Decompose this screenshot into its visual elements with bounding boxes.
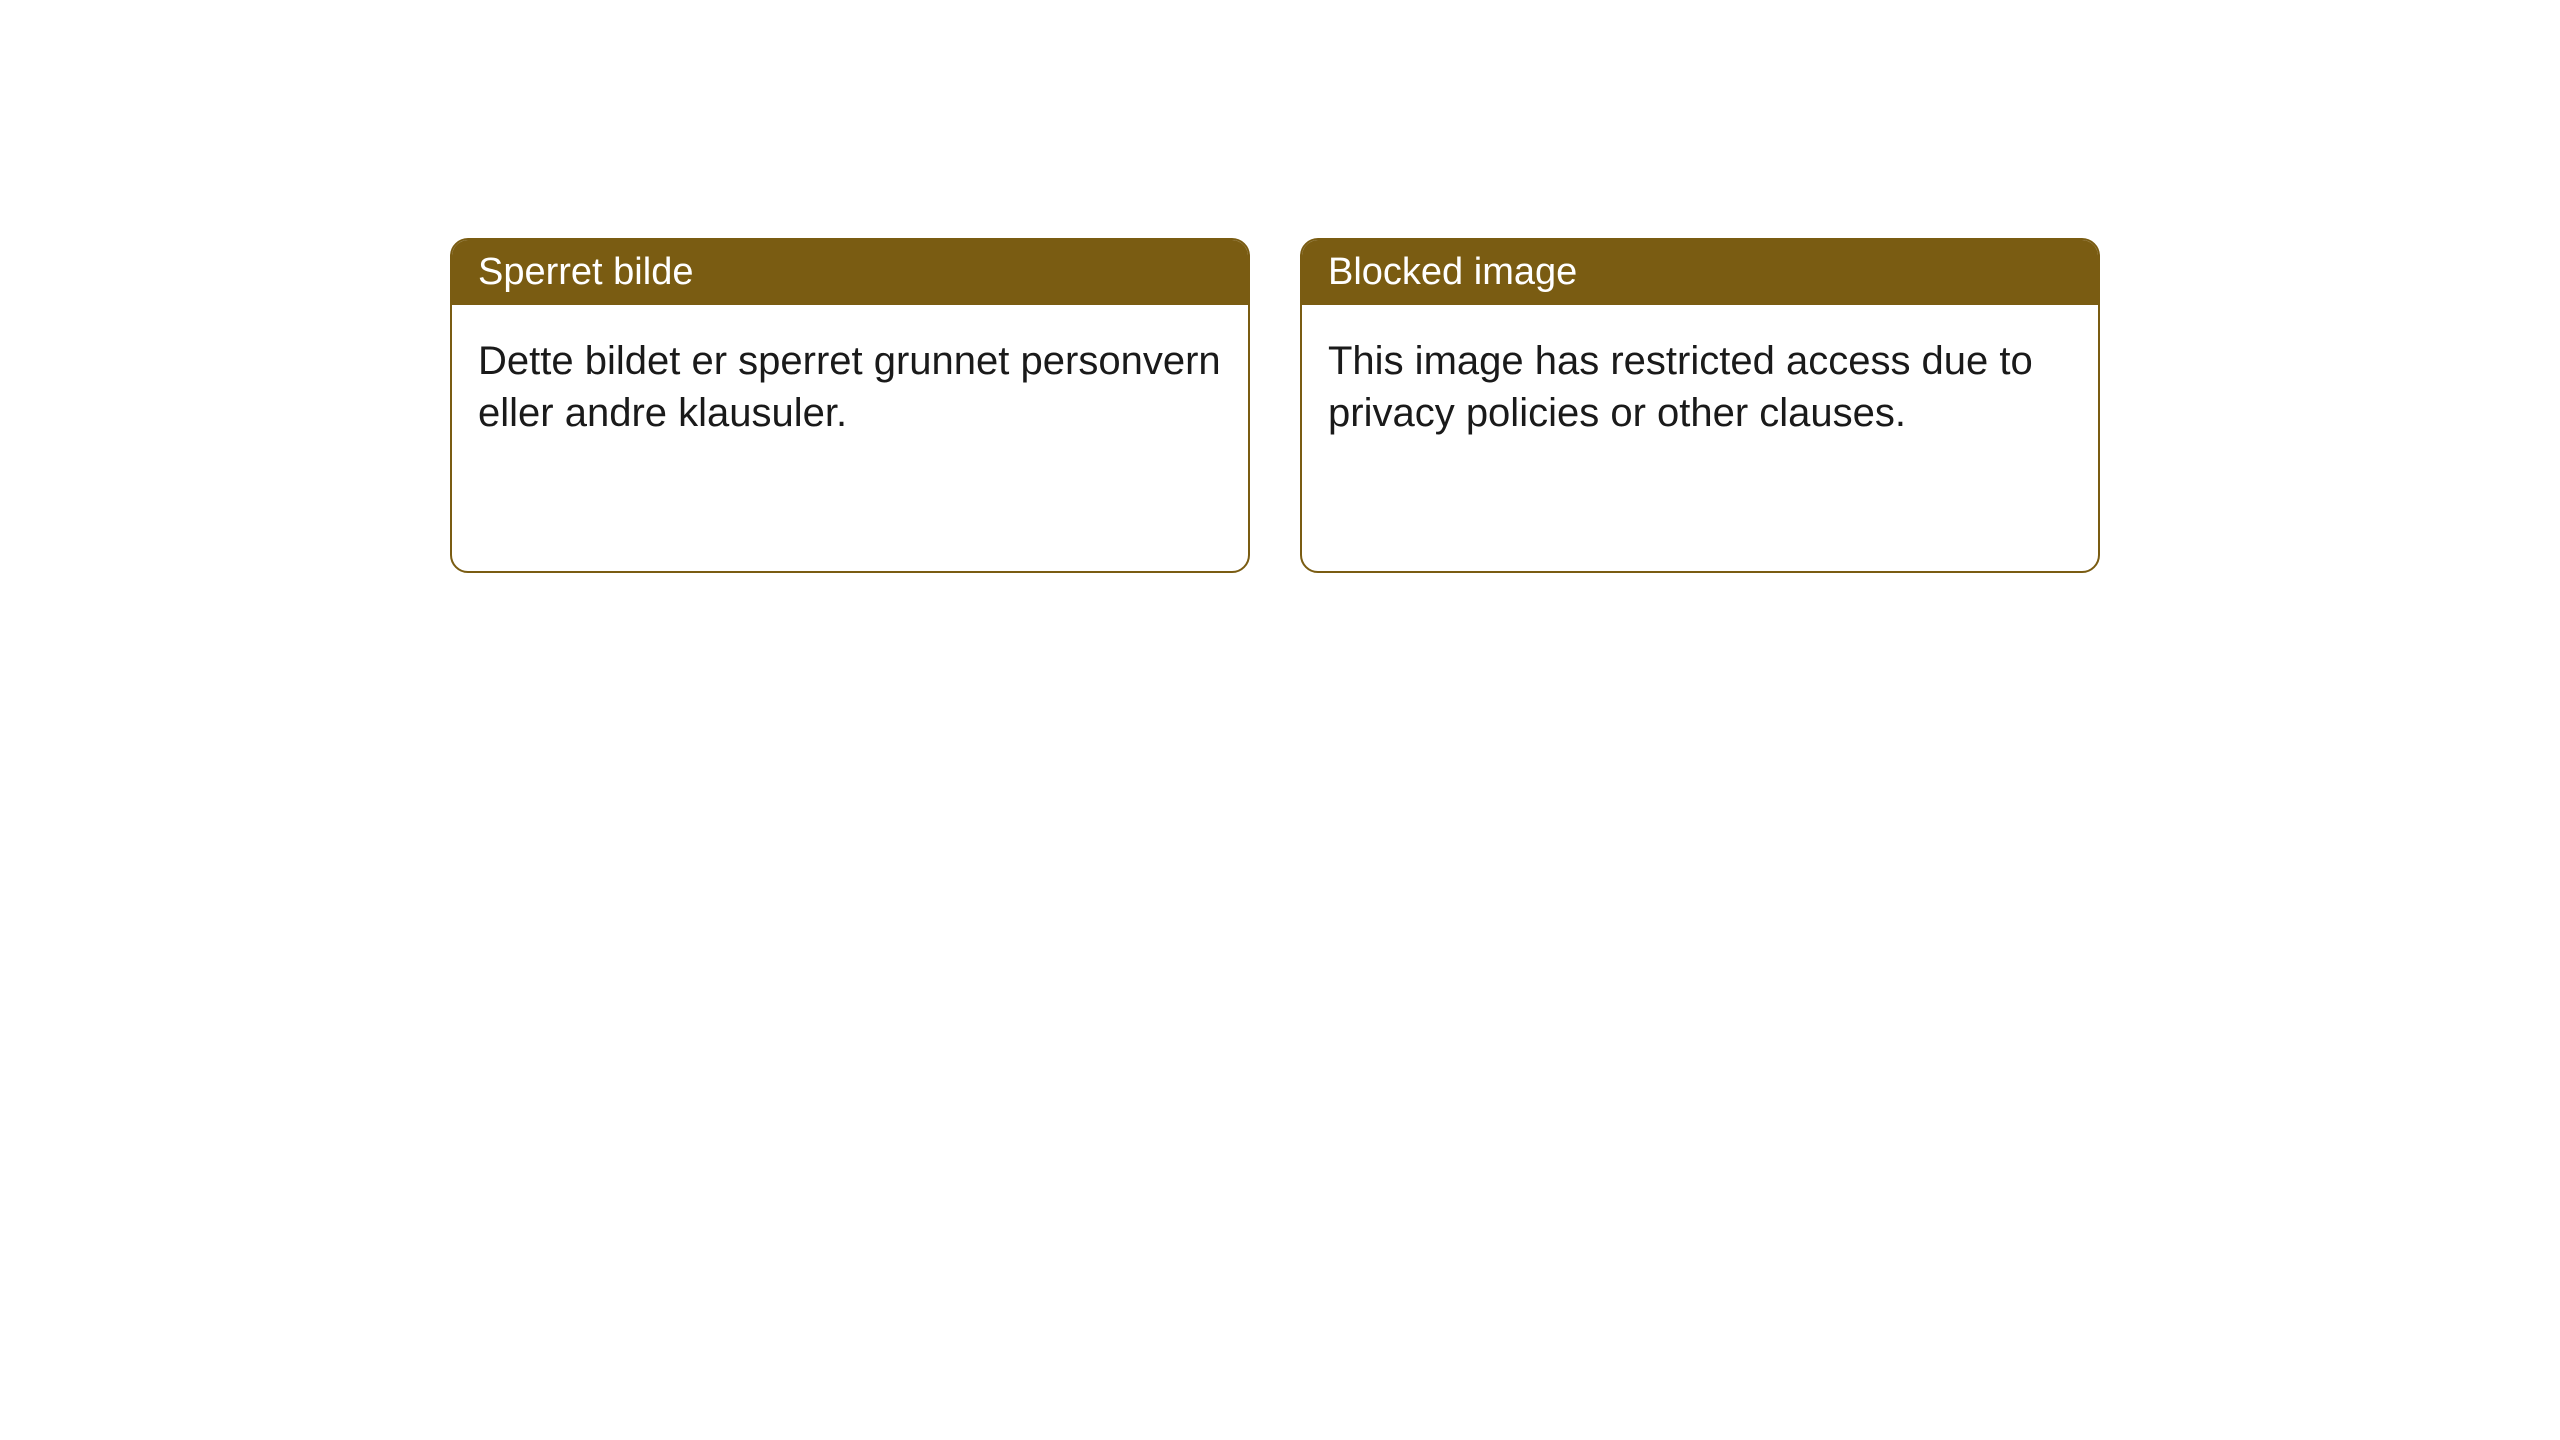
blocked-image-card-english: Blocked image This image has restricted … [1300,238,2100,573]
card-header: Blocked image [1302,240,2098,305]
card-title: Sperret bilde [478,251,693,293]
card-header: Sperret bilde [452,240,1248,305]
card-body: Dette bildet er sperret grunnet personve… [452,305,1248,469]
card-title: Blocked image [1328,251,1577,293]
cards-container: Sperret bilde Dette bildet er sperret gr… [0,0,2560,573]
card-body: This image has restricted access due to … [1302,305,2098,469]
blocked-image-card-norwegian: Sperret bilde Dette bildet er sperret gr… [450,238,1250,573]
card-message: This image has restricted access due to … [1328,339,2033,435]
card-message: Dette bildet er sperret grunnet personve… [478,339,1221,435]
